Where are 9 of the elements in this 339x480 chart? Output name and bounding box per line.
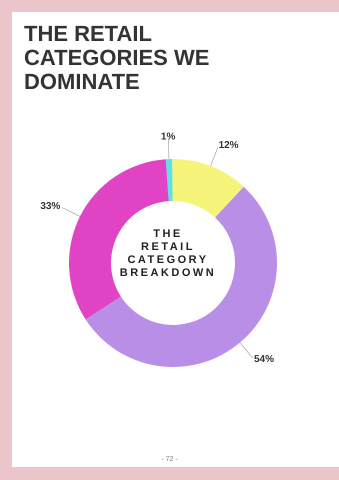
donut-slice: [172, 159, 244, 218]
data-label: 33%: [40, 201, 60, 212]
donut-slice: [166, 159, 173, 202]
data-label: 54%: [254, 354, 274, 366]
donut-slice: [86, 186, 277, 367]
chart-title: THE RETAIL CATEGORIES WE DOMINATE: [24, 21, 210, 94]
data-label: 1%: [160, 132, 176, 143]
data-label: 12%: [218, 140, 239, 152]
text: THE RETAIL CATEGORY BREAKDOWN: [118, 228, 218, 280]
